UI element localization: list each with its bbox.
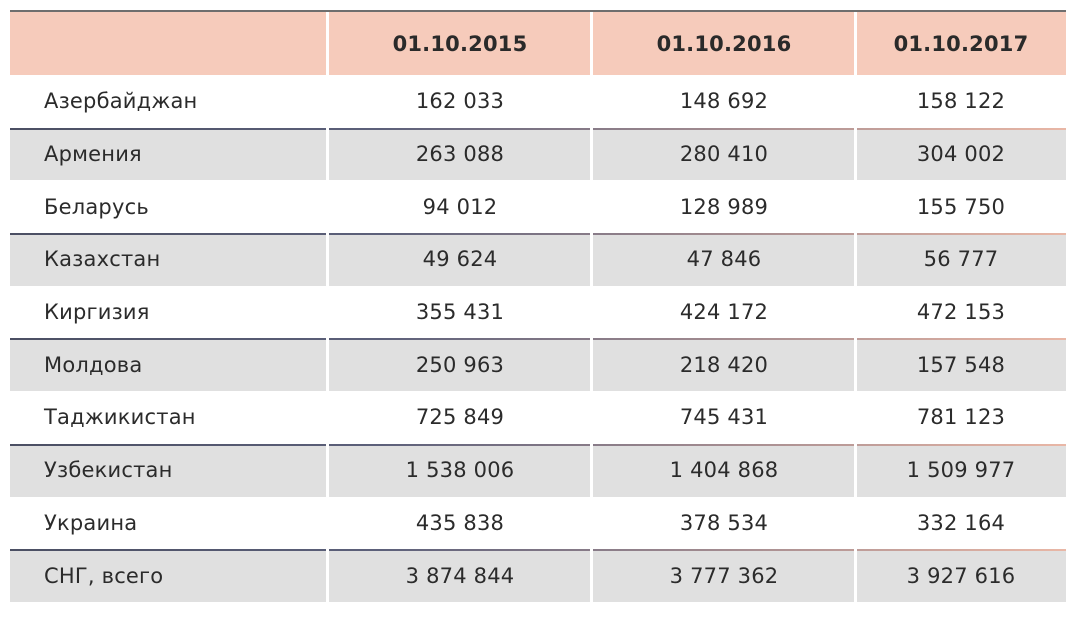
country-name: Украина: [44, 510, 138, 535]
total-2016: 3 777 362: [592, 549, 857, 602]
value-2015: 49 624: [328, 233, 593, 286]
total-label: СНГ, всего: [10, 549, 329, 602]
table-row: Казахстан 49 624 47 846 56 777: [10, 233, 1066, 286]
value-2015: 94 012: [422, 194, 498, 219]
total-2015: 3 874 844: [328, 549, 593, 602]
value-2015: 162 033: [415, 89, 505, 114]
value-2016: 1 404 868: [592, 443, 857, 497]
country-name: Узбекистан: [10, 443, 329, 497]
value-2015: 1 538 006: [328, 443, 593, 497]
value-2017: 155 750: [916, 194, 1006, 219]
value-2016: 378 534: [679, 510, 769, 535]
value-2015: 725 849: [415, 405, 505, 430]
table-total-row: СНГ, всего 3 874 844 3 777 362 3 927 616: [10, 549, 1066, 602]
country-name: Таджикистан: [44, 405, 196, 430]
country-name: Армения: [10, 127, 329, 181]
value-2016: 148 692: [679, 89, 769, 114]
total-2017: 3 927 616: [906, 563, 1016, 588]
value-2017: 158 122: [916, 89, 1006, 114]
table-top-rule: [10, 10, 1066, 12]
value-2016: 128 989: [679, 194, 769, 219]
table-row: Узбекистан 1 538 006 1 404 868 1 509 977: [10, 443, 1066, 497]
country-name: Беларусь: [44, 194, 149, 219]
value-2017: 781 123: [916, 405, 1006, 430]
value-2017: 157 548: [916, 352, 1006, 377]
value-2016: 218 420: [592, 338, 857, 391]
table-row: Украина 435 838 378 534 332 164: [10, 497, 1066, 550]
table-row: Киргизия 355 431 424 172 472 153: [10, 286, 1066, 339]
table-row: Азербайджан 162 033 148 692 158 122: [10, 75, 1066, 128]
header-2015: 01.10.2015: [328, 12, 593, 75]
value-2015: 435 838: [415, 510, 505, 535]
value-2017: 332 164: [916, 510, 1006, 535]
migrants-table: 01.10.2015 01.10.2016 01.10.2017 Азербай…: [10, 12, 1066, 602]
country-name: Казахстан: [10, 233, 329, 286]
value-2015: 250 963: [328, 338, 593, 391]
value-2017: 472 153: [916, 300, 1006, 325]
country-name: Азербайджан: [44, 89, 198, 114]
value-2016: 745 431: [679, 405, 769, 430]
country-name: Молдова: [10, 338, 329, 391]
table-row: Таджикистан 725 849 745 431 781 123: [10, 391, 1066, 444]
value-2016: 47 846: [592, 233, 857, 286]
header-2017: 01.10.2017: [893, 31, 1029, 56]
table-row: Армения 263 088 280 410 304 002: [10, 127, 1066, 181]
table-header-row: 01.10.2015 01.10.2016 01.10.2017: [10, 12, 1066, 75]
value-2015: 355 431: [415, 300, 505, 325]
header-2016: 01.10.2016: [592, 12, 857, 75]
value-2017: 304 002: [916, 142, 1006, 167]
value-2016: 424 172: [679, 300, 769, 325]
table-row: Молдова 250 963 218 420 157 548: [10, 338, 1066, 392]
header-empty-cell: [10, 12, 329, 75]
value-2017: 1 509 977: [906, 458, 1016, 483]
value-2015: 263 088: [328, 127, 593, 181]
country-name: Киргизия: [44, 300, 150, 325]
value-2016: 280 410: [592, 127, 857, 181]
value-2017: 56 777: [923, 247, 999, 272]
table-row: Беларусь 94 012 128 989 155 750: [10, 180, 1066, 233]
